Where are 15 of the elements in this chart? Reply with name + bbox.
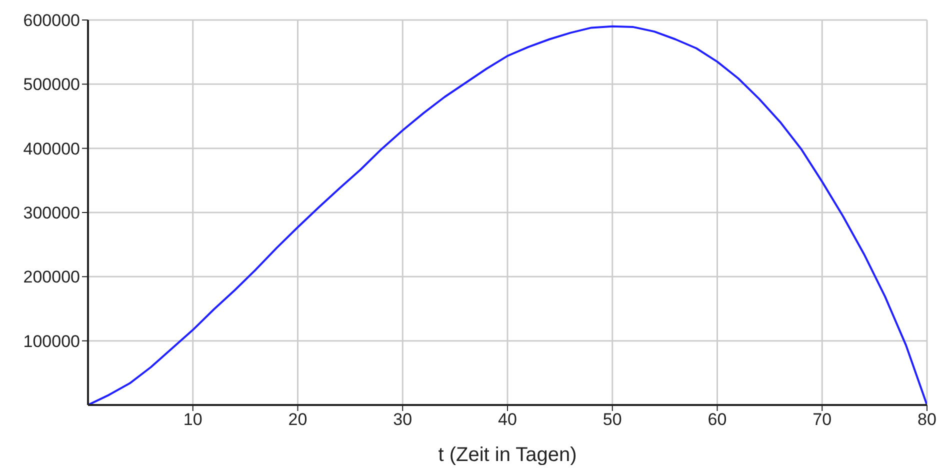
y-tick-label: 400000 [23,139,80,158]
x-tick-label: 40 [498,410,517,430]
x-axis-title: t (Zeit in Tagen) [438,444,577,466]
x-tick-label: 10 [183,410,202,430]
x-tick-label: 20 [288,410,308,430]
y-tick-label: 300000 [23,204,80,223]
x-tick-label: 60 [708,410,727,430]
y-tick-label: 600000 [23,11,80,30]
x-tick-label: 70 [812,410,832,430]
y-tick-label: 100000 [23,332,80,351]
x-tick-label: 30 [393,410,412,430]
y-tick-label: 200000 [23,268,80,287]
x-tick-label: 80 [918,410,936,430]
y-tick-label: 500000 [23,75,80,94]
x-tick-label: 50 [602,410,622,430]
